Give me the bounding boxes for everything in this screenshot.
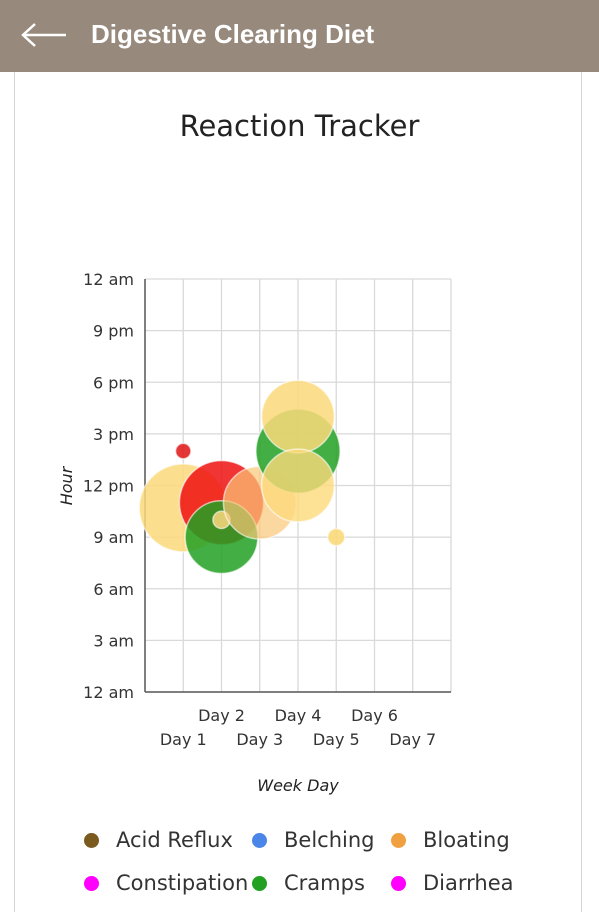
y-tick-label: 9 am bbox=[93, 528, 134, 547]
x-tick-label: Day 7 bbox=[389, 730, 436, 749]
legend-label: Bloating bbox=[423, 828, 510, 852]
bubble-point bbox=[174, 442, 192, 460]
legend-color-dot bbox=[84, 833, 99, 848]
legend-color-dot bbox=[252, 876, 267, 891]
legend-color-dot bbox=[252, 833, 267, 848]
x-tick-label: Day 2 bbox=[198, 706, 245, 725]
bubble-point bbox=[260, 379, 336, 454]
legend-label: Acid Reflux bbox=[116, 828, 233, 852]
x-tick-label: Day 6 bbox=[351, 706, 398, 725]
y-tick-label: 12 am bbox=[83, 270, 134, 289]
legend-color-dot bbox=[84, 876, 99, 891]
chart-title: Reaction Tracker bbox=[179, 109, 420, 143]
legend-color-dot bbox=[391, 876, 406, 891]
legend-label: Cramps bbox=[284, 871, 365, 895]
arrow-left-icon[interactable] bbox=[20, 22, 68, 48]
x-axis-title: Week Day bbox=[257, 776, 339, 795]
bubble-point bbox=[326, 527, 346, 547]
legend-label: Constipation bbox=[116, 871, 249, 895]
bubble-point bbox=[260, 448, 336, 523]
x-tick-label: Day 5 bbox=[313, 730, 360, 749]
y-tick-label: 6 pm bbox=[93, 373, 134, 392]
y-tick-label: 9 pm bbox=[93, 322, 134, 341]
page-title: Digestive Clearing Diet bbox=[91, 19, 375, 49]
y-tick-label: 3 am bbox=[93, 631, 134, 650]
y-axis-title: Hour bbox=[57, 465, 76, 505]
y-tick-label: 3 pm bbox=[93, 425, 134, 444]
app-bar: Digestive Clearing Diet bbox=[0, 0, 599, 72]
x-tick-label: Day 3 bbox=[236, 730, 283, 749]
y-tick-label: 12 am bbox=[83, 683, 134, 702]
x-tick-label: Day 1 bbox=[160, 730, 207, 749]
y-tick-label: 12 pm bbox=[83, 477, 134, 496]
y-tick-label: 6 am bbox=[93, 580, 134, 599]
legend-label: Diarrhea bbox=[423, 871, 514, 895]
x-tick-label: Day 4 bbox=[275, 706, 322, 725]
legend-color-dot bbox=[391, 833, 406, 848]
legend-label: Belching bbox=[284, 828, 375, 852]
